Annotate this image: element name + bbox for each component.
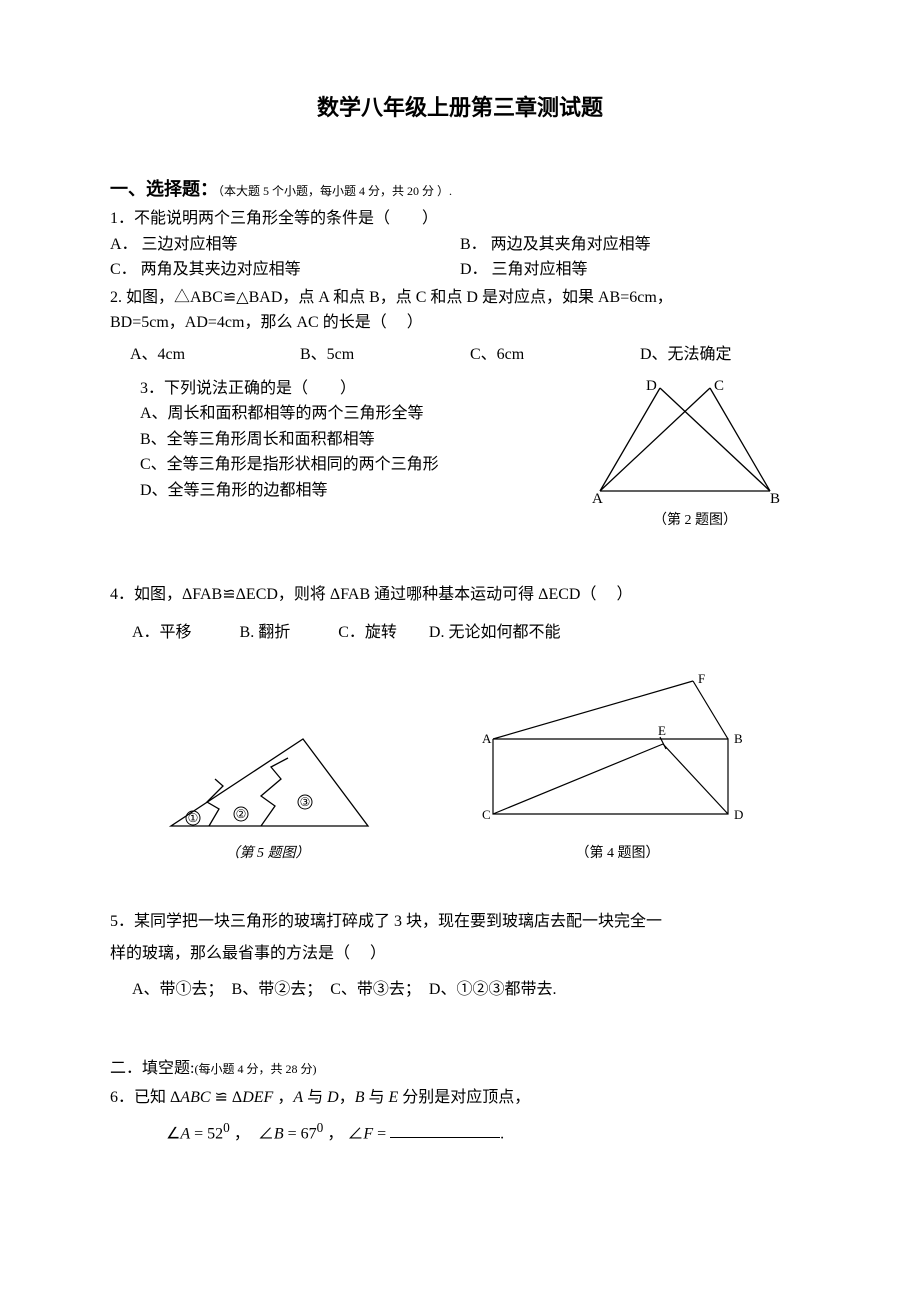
q6-period: . bbox=[500, 1125, 504, 1142]
q6-m1: ， bbox=[273, 1089, 293, 1106]
figure-q4-svg: A B C D E F bbox=[468, 669, 768, 839]
q1-option-a: A． 三边对应相等 bbox=[110, 232, 460, 258]
question-3: 3．下列说法正确的是（ ） A、周长和面积都相等的两个三角形全等 B、全等三角形… bbox=[110, 376, 580, 532]
q6-c2: ， ∠ bbox=[323, 1125, 363, 1142]
section-2-label: 二．填空题: bbox=[110, 1060, 194, 1077]
q5-label-2: ② bbox=[235, 807, 246, 821]
q5-options: A、带①去； B、带②去； C、带③去； D、①②③都带去. bbox=[110, 974, 810, 1006]
q2-label-d: D bbox=[646, 378, 657, 394]
page-title: 数学八年级上册第三章测试题 bbox=[110, 90, 810, 125]
q5-line1: 5．某同学把一块三角形的玻璃打碎成了 3 块，现在要到玻璃店去配一块完全一 bbox=[110, 906, 810, 938]
q2-option-d: D、无法确定 bbox=[640, 342, 810, 368]
q6-eq2: = 67 bbox=[284, 1125, 317, 1142]
q6-cong: ≌ Δ bbox=[211, 1089, 243, 1106]
q5-label-1: ① bbox=[187, 811, 198, 825]
q6-blank bbox=[390, 1121, 500, 1138]
q4-label-a: A bbox=[482, 731, 492, 746]
q6-abc: ABC bbox=[180, 1089, 210, 1106]
q6-eq1: = 52 bbox=[190, 1125, 223, 1142]
q4-label-e: E bbox=[658, 723, 666, 738]
figure-q5: ① ② ③ （第 5 题图） bbox=[153, 724, 383, 865]
question-5: 5．某同学把一块三角形的玻璃打碎成了 3 块，现在要到玻璃店去配一块完全一 样的… bbox=[110, 906, 810, 1006]
section-2-header: 二．填空题:(每小题 4 分，共 28 分) bbox=[110, 1056, 810, 1082]
q1-option-d: D． 三角对应相等 bbox=[460, 257, 810, 283]
q6-m2: 与 bbox=[303, 1089, 327, 1106]
q2-option-a: A、4cm bbox=[130, 342, 300, 368]
q6-m3: ， bbox=[339, 1089, 355, 1106]
q6-A: A bbox=[293, 1089, 303, 1106]
q4-label-f: F bbox=[698, 671, 705, 686]
q6-m4: 与 bbox=[365, 1089, 389, 1106]
q2-label-c: C bbox=[714, 378, 724, 394]
question-4: 4．如图，ΔFAB≌ΔECD，则将 ΔFAB 通过哪种基本运动可得 ΔECD（ … bbox=[110, 582, 810, 645]
q6-angA: A bbox=[180, 1125, 190, 1142]
figure-q5-caption: （第 5 题图） bbox=[153, 843, 383, 865]
question-2: 2. 如图，△ABC≌△BAD，点 A 和点 B，点 C 和点 D 是对应点，如… bbox=[110, 285, 810, 368]
q2-option-c: C、6cm bbox=[470, 342, 640, 368]
q4-options: A．平移 B. 翻折 C．旋转 D. 无论如何都不能 bbox=[110, 620, 810, 646]
q4-label-d: D bbox=[734, 807, 743, 822]
figure-q2-caption: （第 2 题图） bbox=[580, 510, 810, 532]
section-1-note: （本大题 5 个小题，每小题 4 分，共 20 分 ）. bbox=[218, 184, 452, 198]
q6-angA-pre: ∠ bbox=[166, 1125, 180, 1142]
q5-line2: 样的玻璃，那么最省事的方法是（ ） bbox=[110, 938, 810, 970]
question-6: 6．已知 ΔABC ≌ ΔDEF ，A 与 D，B 与 E 分别是对应顶点， ∠… bbox=[110, 1085, 810, 1147]
figure-q5-svg: ① ② ③ bbox=[153, 724, 383, 839]
q6-angB: B bbox=[274, 1125, 284, 1142]
q6-suffix: 分别是对应顶点， bbox=[398, 1089, 530, 1106]
q4-label-c: C bbox=[482, 807, 491, 822]
q6-c1: ， ∠ bbox=[230, 1125, 274, 1142]
figure-q4-caption: （第 4 题图） bbox=[468, 843, 768, 865]
section-2-note: (每小题 4 分，共 28 分) bbox=[194, 1062, 316, 1076]
figure-q2: A B C D （第 2 题图） bbox=[580, 376, 810, 532]
q3-stem: 3．下列说法正确的是（ ） bbox=[140, 376, 580, 402]
q4-stem: 4．如图，ΔFAB≌ΔECD，则将 ΔFAB 通过哪种基本运动可得 ΔECD（ … bbox=[110, 582, 810, 608]
q6-angF: F bbox=[363, 1125, 373, 1142]
q6-def: DEF bbox=[242, 1089, 273, 1106]
figure-q2-svg: A B C D bbox=[580, 376, 790, 506]
q6-E: E bbox=[389, 1089, 399, 1106]
q2-line2: BD=5cm，AD=4cm，那么 AC 的长是（ ） bbox=[110, 310, 810, 336]
question-1: 1．不能说明两个三角形全等的条件是（ ） A． 三边对应相等 B． 两边及其夹角… bbox=[110, 206, 810, 283]
q3-option-b: B、全等三角形周长和面积都相等 bbox=[140, 427, 580, 453]
figure-q4: A B C D E F （第 4 题图） bbox=[468, 669, 768, 865]
q6-subline: ∠A = 520 ， ∠B = 670 ， ∠F = . bbox=[110, 1117, 810, 1147]
q5-label-3: ③ bbox=[299, 795, 310, 809]
q3-option-d: D、全等三角形的边都相等 bbox=[140, 478, 580, 504]
section-1-label: 一、选择题： bbox=[110, 179, 218, 199]
q3-option-c: C、全等三角形是指形状相同的两个三角形 bbox=[140, 452, 580, 478]
section-1-header: 一、选择题：（本大题 5 个小题，每小题 4 分，共 20 分 ）. bbox=[110, 175, 810, 204]
q1-stem: 1．不能说明两个三角形全等的条件是（ ） bbox=[110, 206, 810, 232]
q6-eq3: = bbox=[373, 1125, 390, 1142]
q2-option-b: B、5cm bbox=[300, 342, 470, 368]
q2-label-b: B bbox=[770, 491, 780, 506]
q6-B: B bbox=[355, 1089, 365, 1106]
q3-option-a: A、周长和面积都相等的两个三角形全等 bbox=[140, 401, 580, 427]
q2-label-a: A bbox=[592, 491, 603, 506]
q6-prefix: 6．已知 Δ bbox=[110, 1089, 180, 1106]
q6-deg1: 0 bbox=[223, 1120, 230, 1135]
q4-label-b: B bbox=[734, 731, 743, 746]
q2-line1: 2. 如图，△ABC≌△BAD，点 A 和点 B，点 C 和点 D 是对应点，如… bbox=[110, 285, 810, 311]
q1-option-b: B． 两边及其夹角对应相等 bbox=[460, 232, 810, 258]
q1-option-c: C． 两角及其夹边对应相等 bbox=[110, 257, 460, 283]
q6-D: D bbox=[327, 1089, 339, 1106]
